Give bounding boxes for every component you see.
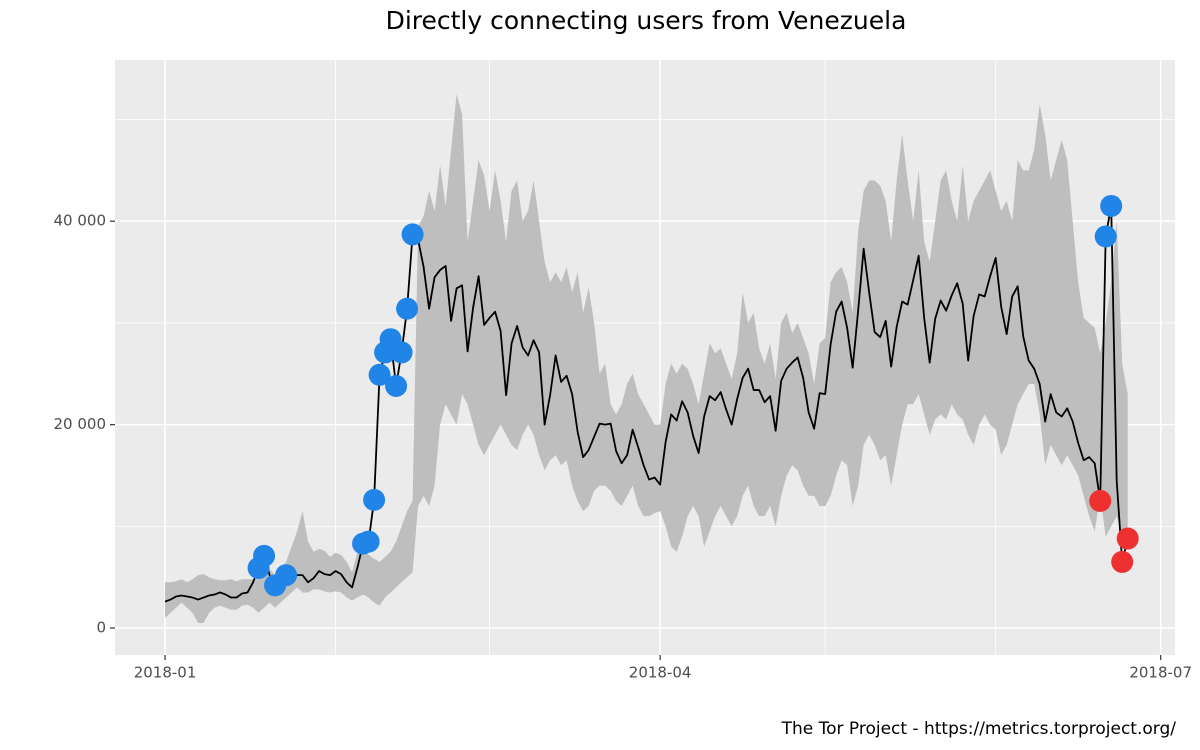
upturn-point [390,341,413,364]
y-tick-label: 0 [96,619,106,637]
upturn-point [363,488,386,511]
x-tick-label: 2018-01 [134,664,197,682]
upturn-point [1100,194,1123,217]
downturn-point [1089,489,1112,512]
downturn-point [1111,550,1134,573]
upturn-point [275,564,298,587]
upturn-point [385,374,408,397]
range-ribbon [165,94,1128,623]
y-tick-label: 20 000 [54,415,107,433]
upturn-point [396,297,419,320]
chart-title: Directly connecting users from Venezuela [386,6,907,35]
upturn-point [1094,225,1117,248]
upturn-point [357,530,380,553]
x-tick-label: 2018-07 [1129,664,1192,682]
caption: The Tor Project - https://metrics.torpro… [781,719,1177,739]
upturn-point [368,363,391,386]
x-tick-label: 2018-04 [629,664,692,682]
upturn-point [253,544,276,567]
user-line [164,205,1129,603]
upturn-point [401,223,424,246]
y-tick-label: 40 000 [54,212,107,230]
downturn-point [1116,527,1139,550]
